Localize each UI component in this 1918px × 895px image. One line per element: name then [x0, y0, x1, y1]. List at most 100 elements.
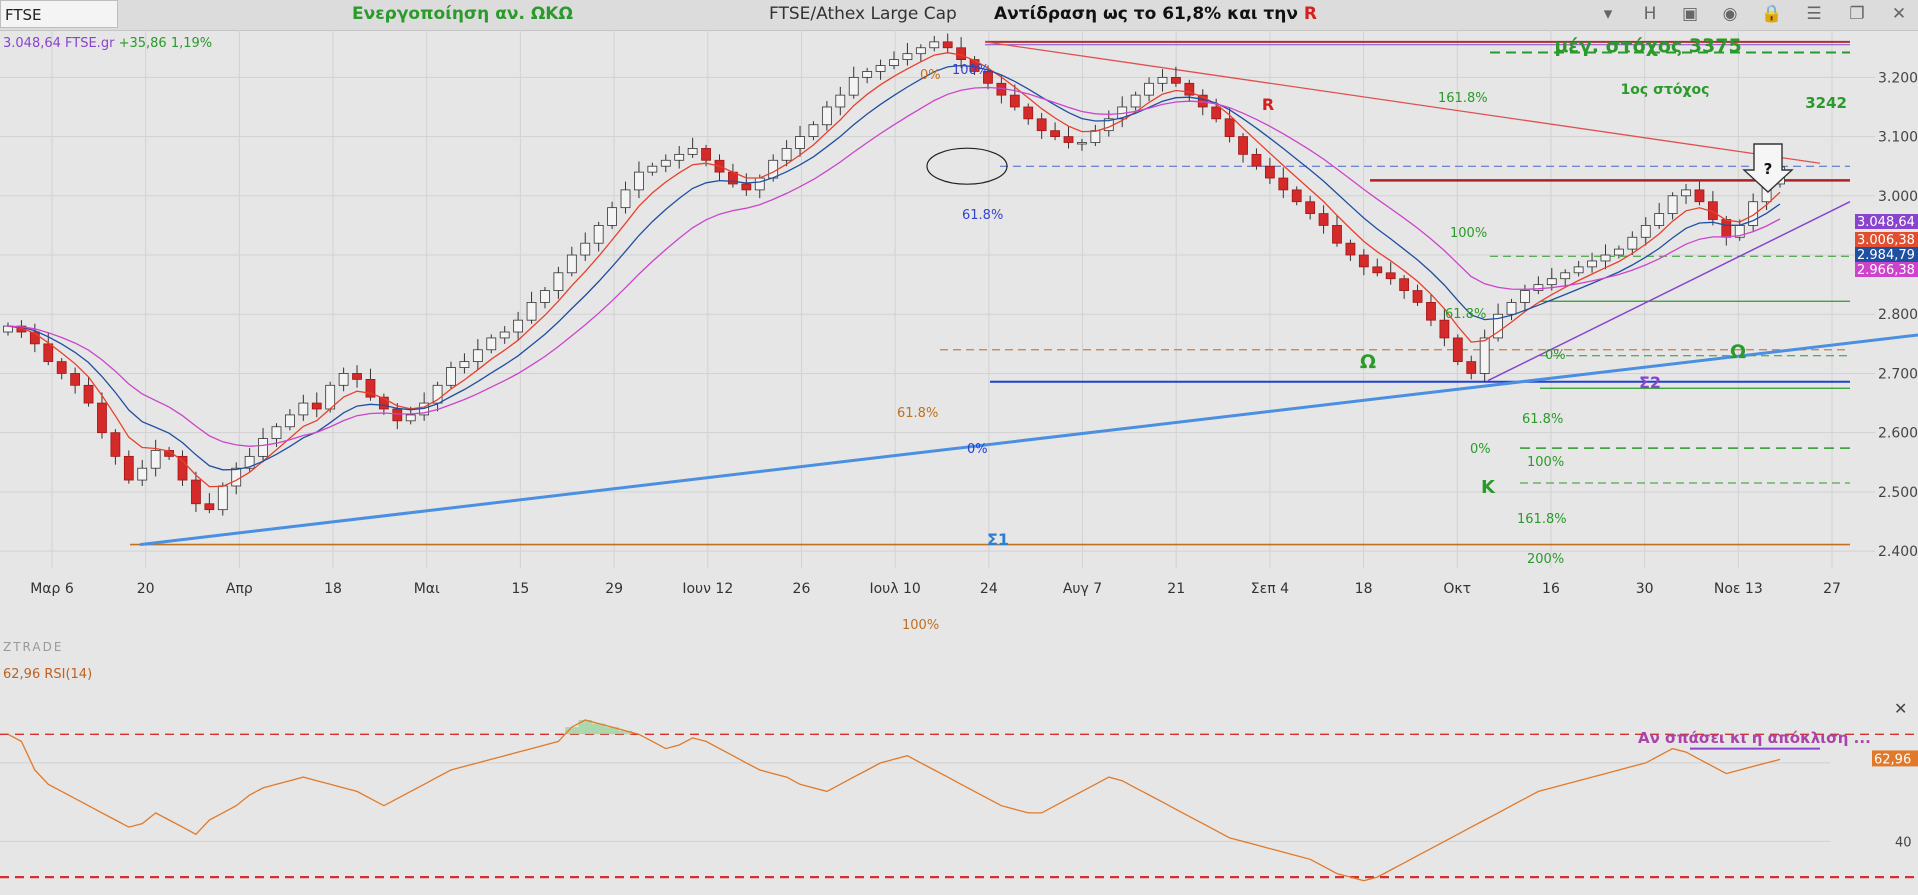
candle-down — [1345, 242, 1356, 256]
comment-icon[interactable]: ◉ — [1722, 4, 1738, 24]
candle-down — [352, 373, 362, 380]
price-tag — [1855, 262, 1918, 277]
candle-up — [1533, 284, 1544, 291]
candle-down — [1385, 272, 1396, 280]
fib-label-618-mid: 61.8% — [1445, 307, 1486, 322]
target-value-label: 3242 — [1805, 94, 1847, 112]
candle-down — [1358, 254, 1369, 268]
lock-icon[interactable]: 🔒 — [1761, 4, 1783, 24]
candle-up — [808, 124, 819, 137]
price-tag-label: 3.006,38 — [1857, 233, 1915, 248]
dropdown-chevron-icon[interactable]: ▾ — [1603, 4, 1613, 24]
candle-up — [835, 94, 846, 108]
candle-up — [285, 414, 295, 428]
r-label: R — [1262, 95, 1274, 114]
candle-down — [741, 183, 752, 191]
candle-down — [701, 148, 711, 161]
close-icon[interactable]: ✕ — [1891, 4, 1907, 24]
rsi-value-tag-label: 62,96 — [1874, 752, 1911, 767]
menu-icon[interactable]: ☰ — [1806, 4, 1822, 24]
candle-up — [1520, 290, 1530, 303]
rsi-close-icon: ✕ — [1894, 699, 1907, 718]
candle-up — [915, 47, 926, 55]
support-trendline-s1 — [139, 333, 1918, 547]
candle-down — [365, 378, 376, 398]
title-left: Ενεργοποίηση αν. ΩΚΩ — [352, 4, 573, 24]
symbol-input[interactable]: FTSE — [0, 0, 118, 28]
candle-up — [1587, 260, 1597, 268]
price-chart[interactable]: μέγ. στόχος 3375 1ος στόχος 3242 R Ω Ω K Σ1 Σ2 0%… — [0, 30, 1918, 895]
quote-symbol: FTSE.gr — [65, 36, 115, 51]
x-tick-label: 21 — [1167, 581, 1185, 597]
rsi-line — [7, 719, 1781, 882]
candle-up — [687, 148, 698, 155]
x-tick-label: 20 — [137, 581, 155, 597]
candle-up — [1077, 142, 1087, 145]
price-tag — [1855, 247, 1918, 262]
x-tick-label: Απρ — [226, 581, 253, 597]
candle-up — [889, 59, 899, 66]
candle-up — [634, 171, 644, 191]
x-tick-label: Νοε 13 — [1714, 581, 1763, 597]
candle-up — [781, 148, 792, 161]
x-tick-label: Μαρ 6 — [30, 581, 74, 597]
candle-up — [486, 337, 497, 351]
candle-down — [1318, 213, 1329, 226]
candle-up — [432, 384, 443, 404]
candle-down — [378, 396, 389, 410]
candle-up — [540, 290, 550, 303]
candle-up — [1546, 278, 1557, 286]
candle-down — [1399, 278, 1410, 291]
candle-up — [405, 414, 416, 422]
max-target-label: μέγ. στόχος 3375 — [1554, 35, 1741, 57]
x-tick-label: Οκτ — [1443, 581, 1471, 597]
candle-up — [137, 467, 148, 481]
rsi-y-tick-label: 40 — [1895, 835, 1912, 850]
candle-up — [1640, 225, 1651, 238]
candle-up — [821, 106, 832, 126]
x-tick-label: 16 — [1542, 581, 1560, 597]
candle-up — [566, 254, 577, 274]
support-trendline-s2 — [1487, 201, 1851, 382]
candle-up — [1614, 248, 1624, 256]
candle-up — [3, 325, 13, 333]
candle-up — [513, 319, 524, 333]
quote-line: 3.048,64 FTSE.gr +35,86 1,19% — [3, 36, 212, 51]
candle-up — [1681, 189, 1691, 197]
candle-up — [526, 302, 537, 321]
candle-down — [956, 47, 967, 61]
candle-down — [1439, 319, 1450, 339]
rsi-annotation: Αν σπάσει κι η απόκλιση ... — [1638, 729, 1871, 747]
x-tick-label: 29 — [605, 581, 623, 597]
h-button[interactable]: H — [1643, 4, 1657, 24]
candle-up — [231, 467, 242, 487]
s1-label: Σ1 — [987, 530, 1009, 549]
s2-label: Σ2 — [1639, 373, 1661, 392]
candle-up — [1600, 254, 1611, 262]
candle-down — [1009, 94, 1020, 108]
fib-label-0-low: 0% — [1470, 442, 1491, 457]
price-tag-label: 2.984,79 — [1857, 248, 1915, 263]
candle-up — [1090, 130, 1101, 143]
restore-icon[interactable]: ❐ — [1849, 4, 1865, 24]
candle-down — [1238, 136, 1248, 155]
fib-label-100-bottom: 100% — [902, 618, 939, 633]
fib-label-0-top: 0% — [920, 68, 941, 83]
quote-pct: 1,19% — [171, 36, 212, 51]
y-tick-label: 2.800 — [1878, 307, 1918, 323]
candle-up — [1667, 195, 1678, 214]
screenshot-icon[interactable]: ▣ — [1681, 4, 1699, 24]
candle-up — [607, 207, 617, 226]
candle-up — [660, 159, 671, 167]
candle-down — [1251, 153, 1262, 167]
candle-up — [580, 242, 591, 256]
watermark: ZTRADE — [3, 640, 63, 654]
candle-up — [258, 438, 268, 457]
rsi-panel: 62,96 RSI(14) ✕ 40 Αν σπάσει κι η απόκλιση … — [0, 657, 1918, 895]
candle-up — [150, 450, 161, 469]
fib-label-100-mid: 100% — [1450, 226, 1487, 241]
price-tag — [1855, 232, 1918, 247]
candle-down — [56, 361, 67, 374]
candle-down — [392, 408, 403, 422]
candle-up — [1130, 94, 1141, 108]
